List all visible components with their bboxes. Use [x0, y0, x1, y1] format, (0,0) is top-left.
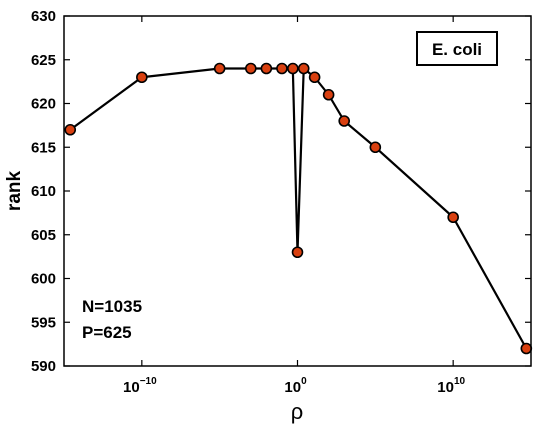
y-tick-label: 590 [31, 358, 56, 375]
data-point [447, 211, 459, 224]
data-point [287, 62, 299, 75]
data-point [520, 342, 533, 355]
y-tick-label: 600 [31, 271, 56, 288]
data-point [369, 141, 382, 154]
x-tick-exponent: 0 [301, 376, 307, 387]
data-point [308, 71, 321, 84]
y-tick-label: 625 [31, 52, 56, 69]
plot-frame [63, 15, 532, 367]
legend-border [416, 31, 498, 66]
x-axis-title: ρ [291, 399, 304, 424]
legend-label: E. coli [432, 40, 482, 59]
y-tick-label: 595 [31, 314, 56, 331]
data-point [276, 62, 288, 75]
x-tick-base: 10 [284, 379, 301, 396]
data-point [136, 71, 148, 84]
data-point [297, 62, 310, 75]
x-tick-exponent: 10 [454, 376, 466, 387]
x-tick-label: 1010 [437, 376, 465, 396]
data-point [213, 62, 226, 75]
data-point [338, 115, 351, 127]
y-axis-title: rank [4, 171, 25, 212]
y-tick-label: 610 [31, 183, 56, 200]
x-tick-label: 10−10 [123, 376, 157, 396]
annotation-p: P=625 [82, 323, 132, 342]
y-tick-label: 620 [31, 96, 56, 113]
y-tick-label: 615 [31, 139, 56, 156]
x-tick-base: 10 [123, 379, 140, 396]
y-tick-label: 630 [31, 8, 56, 25]
data-point [291, 246, 304, 259]
x-tick-label: 100 [284, 376, 307, 396]
data-point [64, 123, 77, 136]
x-tick-exponent: −10 [140, 376, 157, 387]
data-point [245, 62, 257, 75]
y-tick-label: 605 [31, 227, 56, 244]
legend-box: E. coli [416, 31, 498, 66]
data-point [322, 88, 335, 101]
x-tick-base: 10 [437, 379, 454, 396]
annotation-n: N=1035 [82, 297, 142, 316]
series-layer [64, 62, 533, 355]
data-point [260, 62, 273, 75]
tick-marks [64, 15, 531, 367]
